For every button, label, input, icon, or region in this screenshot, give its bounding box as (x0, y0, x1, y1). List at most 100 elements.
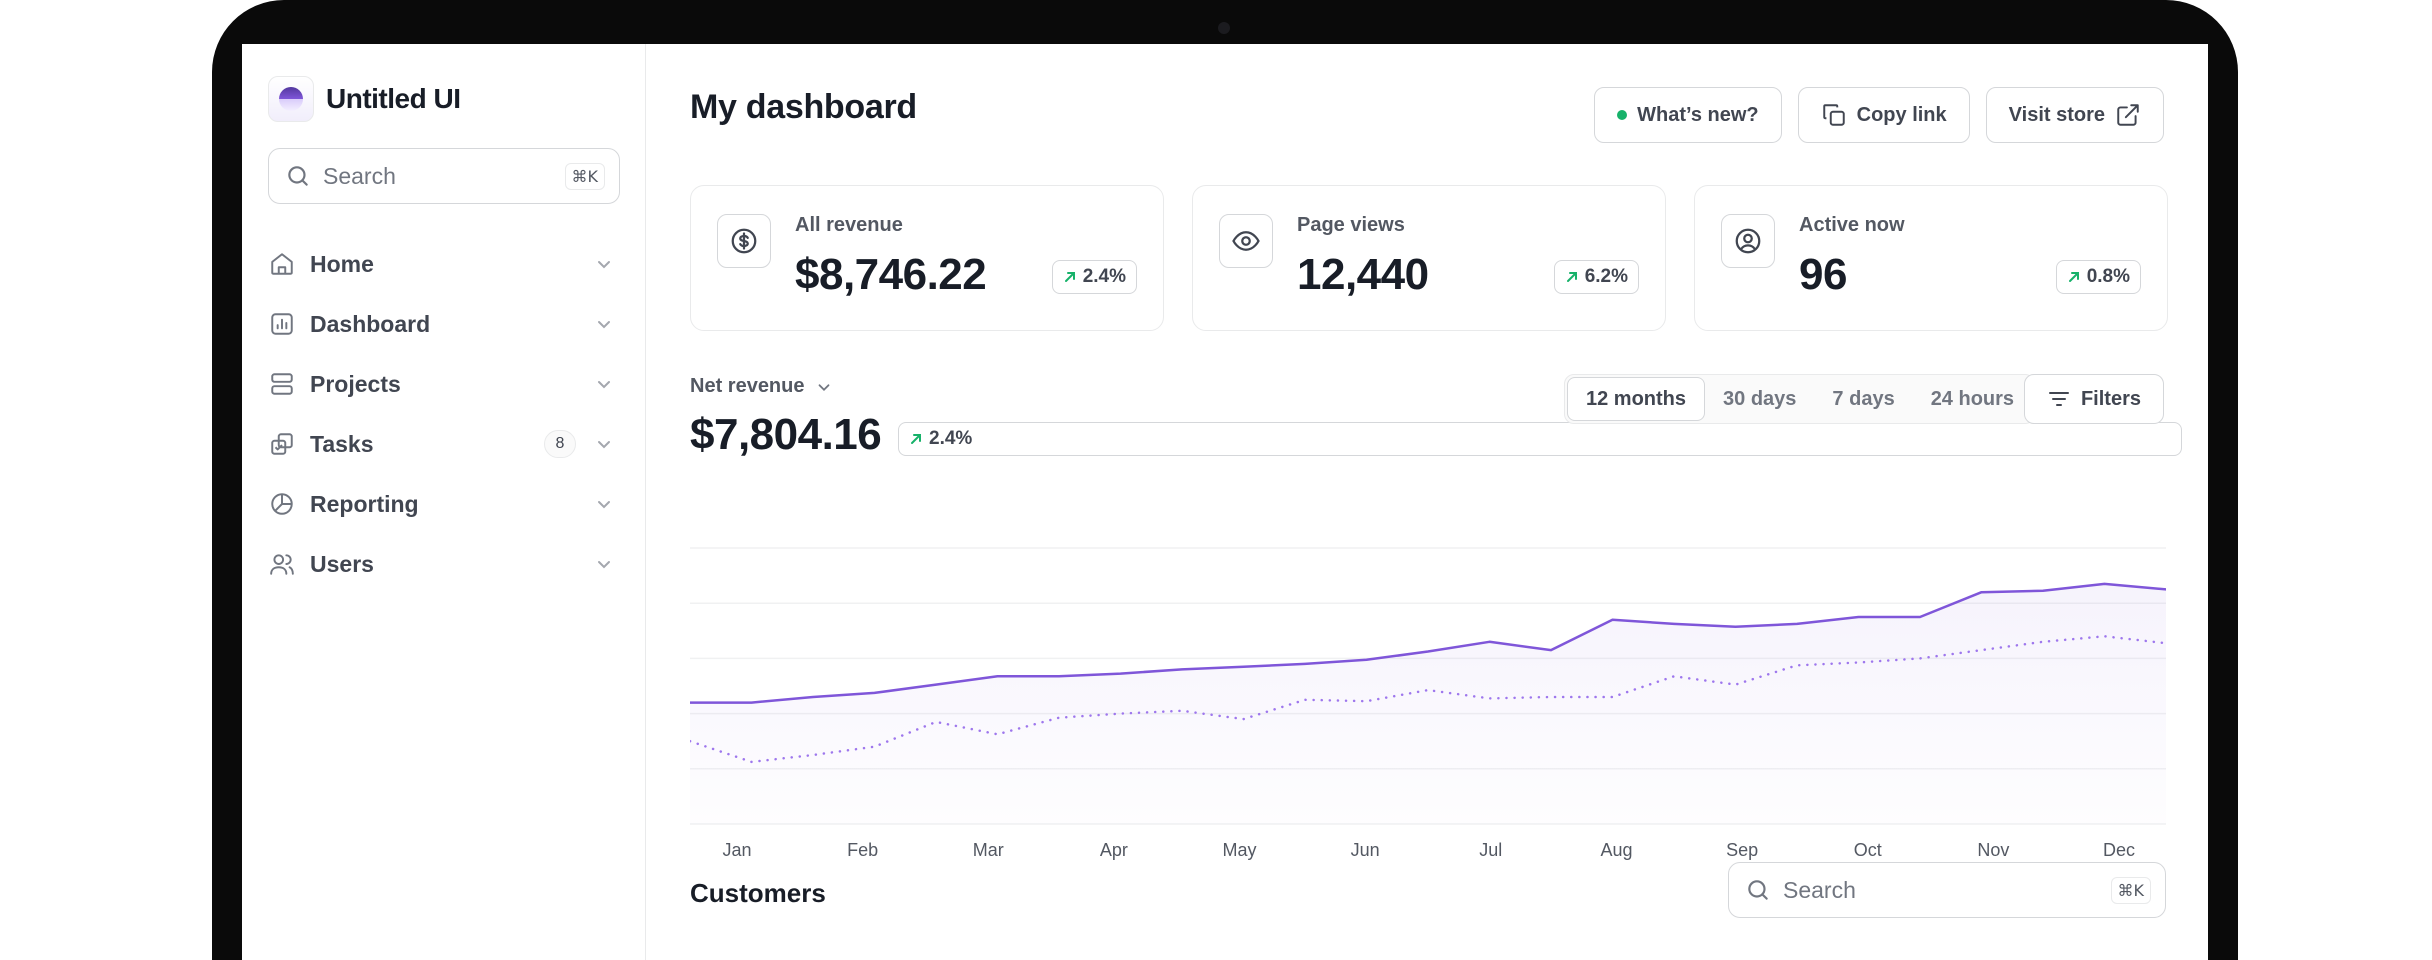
home-icon (268, 250, 296, 278)
net-revenue-trend-badge: 2.4% (898, 422, 2182, 456)
arrow-up-right-icon (2068, 272, 2079, 282)
arrow-up-right-icon (1566, 272, 1577, 282)
filter-lines-icon (2048, 392, 2069, 406)
metric-value: 12,440 (1297, 250, 1429, 299)
metric-card-active-now: Active now 96 0.8% (1694, 185, 2168, 331)
arrow-up-right-icon (1064, 272, 1075, 282)
trend-badge: 2.4% (1051, 260, 1137, 294)
x-tick-label: May (1222, 840, 1256, 860)
sidebar-item-label: Dashboard (310, 310, 431, 337)
copy-icon (1822, 104, 1845, 126)
metric-label: All revenue (795, 214, 903, 236)
trend-badge: 6.2% (1553, 260, 1639, 294)
status-dot-icon (1617, 110, 1628, 120)
search-shortcut: ⌘K (2110, 876, 2151, 904)
device-frame: Untitled UI Search ⌘K Home Dashboard (212, 0, 2238, 960)
users-icon (268, 550, 296, 578)
visit-store-label: Visit store (2008, 103, 2105, 126)
copy-link-label: Copy link (1856, 103, 1947, 126)
time-range-12-months[interactable]: 12 months (1567, 377, 1706, 421)
x-tick-label: Aug (1600, 840, 1632, 860)
x-tick-label: Oct (1854, 840, 1882, 860)
sidebar-item-dashboard[interactable]: Dashboard (268, 294, 624, 354)
sidebar-item-projects[interactable]: Projects (268, 354, 624, 414)
search-placeholder: Search (1783, 876, 1856, 903)
sidebar-item-label: Tasks (310, 430, 374, 457)
whats-new-label: What’s new? (1637, 103, 1759, 126)
trend-value: 0.8% (2086, 266, 2130, 287)
x-tick-label: Dec (2103, 840, 2135, 860)
sidebar-item-reporting[interactable]: Reporting (268, 474, 624, 534)
chevron-down-icon[interactable] (594, 314, 614, 334)
net-revenue-dropdown[interactable]: Net revenue (690, 375, 833, 398)
sidebar-item-tasks[interactable]: Tasks 8 (268, 414, 624, 474)
series-line-dotted (690, 635, 2166, 764)
metric-value: 96 (1799, 250, 1847, 299)
sidebar: Untitled UI Search ⌘K Home Dashboard (242, 44, 646, 960)
search-icon (1748, 880, 1768, 900)
main-content: My dashboard What’s new? Copy link Visit… (646, 44, 2208, 960)
sidebar-item-users[interactable]: Users (268, 534, 624, 594)
arrow-up-right-icon (911, 434, 921, 444)
customers-title: Customers (690, 878, 826, 908)
x-tick-label: Nov (1977, 840, 2009, 860)
x-tick-label: Jul (1479, 840, 1502, 860)
brand[interactable]: Untitled UI (268, 76, 461, 122)
net-revenue-value: $7,804.16 (690, 410, 882, 459)
search-icon (288, 166, 308, 186)
visit-store-button[interactable]: Visit store (1985, 87, 2164, 143)
chevron-down-icon[interactable] (594, 494, 614, 514)
sidebar-item-home[interactable]: Home (268, 234, 624, 294)
eye-icon (1219, 214, 1273, 268)
chevron-down-icon[interactable] (594, 554, 614, 574)
x-tick-label: Jan (722, 840, 751, 860)
whats-new-button[interactable]: What’s new? (1594, 87, 1782, 143)
brand-logo-icon (268, 76, 314, 122)
time-range-toggle: 12 months 30 days 7 days 24 hours (1564, 374, 2036, 424)
sidebar-nav: Home Dashboard Projects Tasks 8 (268, 234, 624, 594)
tasks-count-badge: 8 (544, 430, 576, 458)
header-actions: What’s new? Copy link Visit store (1594, 87, 2164, 143)
metric-cards: All revenue $8,746.22 2.4% Page views 12… (690, 185, 2168, 331)
chevron-down-icon[interactable] (594, 254, 614, 274)
external-link-icon (2117, 104, 2139, 126)
app-screen: Untitled UI Search ⌘K Home Dashboard (242, 44, 2208, 960)
time-range-7-days[interactable]: 7 days (1832, 387, 1895, 410)
x-tick-label: Feb (847, 840, 878, 860)
metric-value: $8,746.22 (795, 250, 987, 299)
currency-dollar-icon (717, 214, 771, 268)
metric-card-page-views: Page views 12,440 6.2% (1192, 185, 1666, 331)
search-placeholder: Search (323, 162, 396, 189)
user-circle-icon (1721, 214, 1775, 268)
camera-dot (1218, 22, 1230, 34)
trend-value: 2.4% (1082, 266, 1126, 287)
sidebar-item-label: Projects (310, 370, 401, 397)
time-range-30-days[interactable]: 30 days (1723, 387, 1797, 410)
filters-label: Filters (2080, 387, 2141, 410)
chevron-down-icon (818, 383, 829, 391)
filters-button[interactable]: Filters (2023, 374, 2164, 424)
series-area (690, 583, 2166, 824)
x-tick-label: Sep (1726, 840, 1758, 860)
trend-badge: 0.8% (2055, 260, 2141, 294)
sidebar-item-label: Users (310, 550, 374, 577)
trend-value: 2.4% (929, 428, 973, 449)
x-tick-label: Jun (1351, 840, 1380, 860)
sidebar-search-input[interactable]: Search ⌘K (268, 148, 620, 204)
layers-icon (268, 370, 296, 398)
metric-card-revenue: All revenue $8,746.22 2.4% (690, 185, 1164, 331)
chevron-down-icon[interactable] (594, 434, 614, 454)
customers-search-input[interactable]: Search ⌘K (1728, 862, 2166, 918)
series-line-solid (690, 582, 2166, 704)
metric-label: Active now (1799, 214, 1905, 236)
net-revenue-chart: Jan Feb Mar Apr May Jun Jul Aug Sep Oct Nov Dec (690, 547, 2166, 860)
time-range-24-hours[interactable]: 24 hours (1930, 387, 2015, 410)
copy-link-button[interactable]: Copy link (1797, 87, 1970, 143)
copy-check-icon (268, 430, 296, 458)
chevron-down-icon[interactable] (594, 374, 614, 394)
search-shortcut: ⌘K (564, 162, 605, 190)
sidebar-item-label: Home (310, 250, 374, 277)
sidebar-item-label: Reporting (310, 490, 419, 517)
metric-label: Page views (1297, 214, 1405, 236)
trend-value: 6.2% (1584, 266, 1628, 287)
